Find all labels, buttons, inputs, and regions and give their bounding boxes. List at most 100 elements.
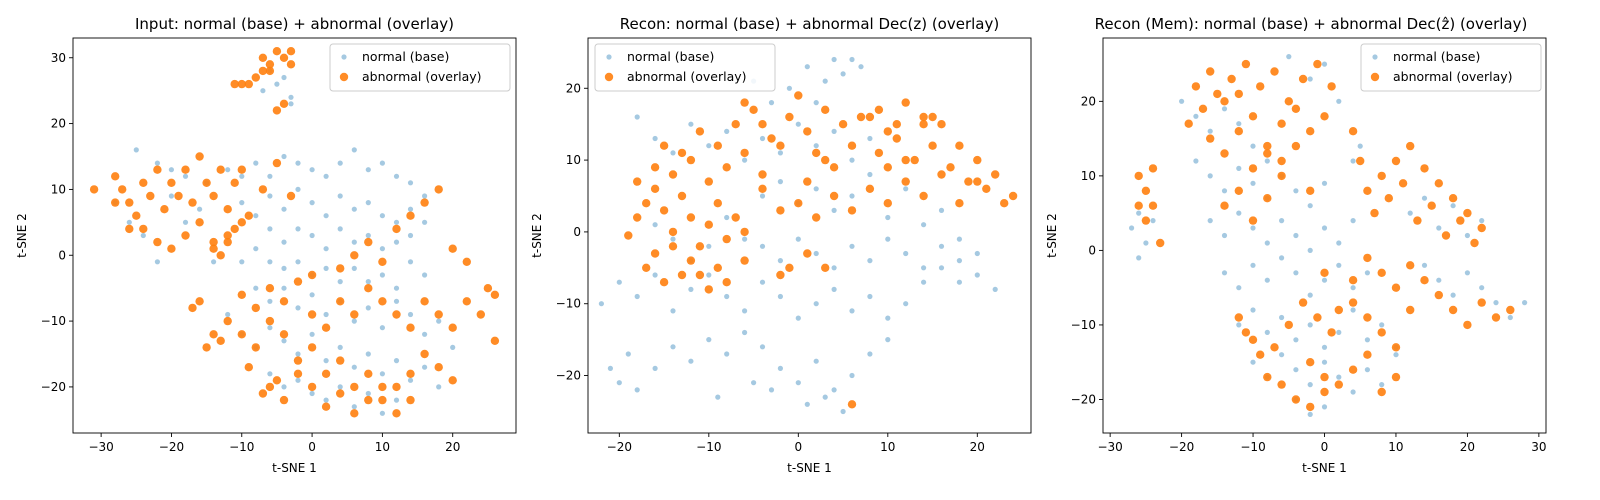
- normal-point: [309, 200, 315, 206]
- abnormal-point: [202, 343, 211, 352]
- abnormal-point: [668, 227, 678, 237]
- abnormal-point: [642, 199, 651, 208]
- abnormal-point: [483, 284, 493, 293]
- abnormal-point: [1248, 112, 1258, 121]
- abnormal-point: [392, 224, 401, 234]
- abnormal-point: [803, 127, 812, 136]
- abnormal-point: [1148, 201, 1158, 210]
- normal-point: [840, 408, 846, 415]
- panel-3-xlabel: t-SNE 1: [1302, 461, 1347, 475]
- abnormal-point: [821, 155, 830, 165]
- normal-point: [706, 272, 712, 278]
- panel-1-legend: normal (base) abnormal (overlay): [329, 43, 511, 92]
- abnormal-point: [1448, 194, 1458, 203]
- normal-point: [1357, 143, 1363, 149]
- abnormal-point: [1391, 283, 1401, 292]
- abnormal-point: [1256, 82, 1265, 91]
- abnormal-point: [838, 120, 848, 129]
- normal-point: [365, 305, 371, 311]
- normal-point: [1250, 307, 1256, 313]
- abnormal-point: [695, 270, 705, 280]
- abnormal-point: [118, 185, 127, 194]
- abnormal-point: [202, 178, 211, 187]
- normal-point: [1236, 322, 1242, 328]
- abnormal-point: [1306, 127, 1315, 136]
- normal-point: [1264, 329, 1270, 335]
- normal-point: [337, 226, 343, 232]
- normal-point: [1221, 232, 1228, 239]
- abnormal-point: [378, 297, 387, 306]
- normal-point: [133, 147, 139, 153]
- y-tick-label: 20: [566, 81, 581, 95]
- abnormal-point: [722, 278, 731, 287]
- abnormal-point: [153, 165, 162, 174]
- abnormal-point: [1320, 268, 1329, 277]
- abnormal-point: [776, 206, 785, 215]
- normal-point: [225, 311, 231, 318]
- abnormal-point: [776, 141, 785, 150]
- scatter-points: [1129, 54, 1528, 417]
- normal-point: [974, 250, 980, 257]
- normal-point: [1393, 352, 1399, 358]
- abnormal-point: [174, 191, 183, 201]
- abnormal-point: [865, 112, 875, 122]
- abnormal-point: [1148, 164, 1158, 173]
- abnormal-point: [1477, 223, 1486, 233]
- abnormal-point: [704, 220, 713, 229]
- abnormal-point: [1348, 276, 1358, 285]
- normal-point: [956, 279, 963, 285]
- normal-point: [1150, 218, 1156, 224]
- abnormal-point: [420, 198, 429, 207]
- abnormal-point: [279, 395, 289, 405]
- normal-point: [1279, 218, 1285, 224]
- normal-point: [813, 358, 819, 364]
- abnormal-point: [448, 376, 457, 385]
- y-tick-label: −10: [1071, 318, 1096, 332]
- normal-point: [1407, 210, 1413, 216]
- normal-point: [751, 380, 757, 386]
- abnormal-point: [883, 163, 892, 172]
- abnormal-point: [111, 172, 120, 181]
- abnormal-point: [279, 99, 289, 109]
- normal-point: [634, 114, 640, 120]
- panel-2: Recon: normal (base) + abnormal Dec(z) (…: [530, 15, 1032, 475]
- normal-point: [1307, 247, 1313, 253]
- abnormal-point: [946, 163, 955, 172]
- abnormal-point: [740, 227, 749, 237]
- abnormal-point: [1363, 253, 1372, 263]
- abnormal-point: [336, 264, 345, 273]
- abnormal-point: [258, 389, 268, 398]
- abnormal-point: [1291, 395, 1301, 404]
- abnormal-point: [686, 256, 696, 265]
- abnormal-point: [195, 297, 204, 306]
- normal-point: [867, 258, 873, 264]
- abnormal-point: [740, 148, 749, 158]
- abnormal-point: [847, 141, 857, 150]
- normal-point: [337, 193, 343, 199]
- abnormal-point: [919, 112, 928, 122]
- abnormal-point: [1348, 127, 1358, 136]
- abnormal-point: [1363, 186, 1372, 195]
- abnormal-point: [973, 177, 982, 186]
- abnormal-point: [1420, 276, 1429, 285]
- abnormal-point: [244, 363, 253, 372]
- normal-point: [323, 246, 329, 252]
- abnormal-point: [1434, 290, 1444, 300]
- abnormal-point: [223, 205, 232, 214]
- abnormal-point: [188, 198, 197, 207]
- normal-point: [706, 337, 712, 343]
- x-tick-label: 20: [445, 440, 460, 454]
- normal-point: [759, 193, 766, 199]
- normal-point: [337, 160, 343, 166]
- normal-point: [840, 71, 846, 77]
- abnormal-point: [1506, 305, 1515, 315]
- abnormal-point: [713, 263, 722, 272]
- abnormal-point: [378, 257, 387, 266]
- abnormal-point: [1306, 358, 1315, 367]
- normal-point: [813, 186, 819, 192]
- abnormal-point: [237, 79, 246, 89]
- normal-point: [436, 318, 442, 324]
- normal-point: [634, 387, 640, 393]
- abnormal-point: [803, 249, 812, 258]
- normal-point: [274, 81, 280, 87]
